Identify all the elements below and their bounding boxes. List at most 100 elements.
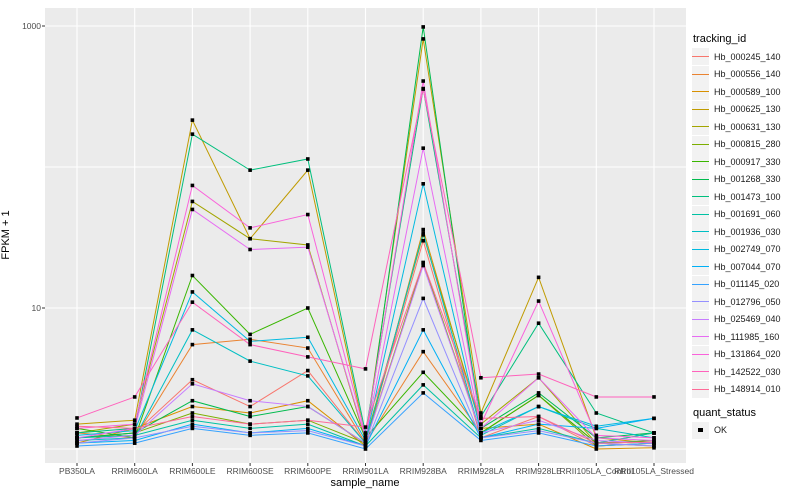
legend-key-box (692, 310, 709, 328)
data-point (421, 391, 425, 395)
data-point (132, 438, 137, 443)
data-point (421, 349, 425, 354)
legend-key-box (692, 258, 709, 275)
legend-item-Hb_001936_030: Hb_001936_030 (692, 223, 798, 240)
data-point (479, 433, 483, 438)
data-point (306, 398, 310, 403)
x-tick-label: RRIM600LE (169, 466, 216, 476)
data-point (190, 273, 195, 278)
legend-title-quant-status: quant_status (693, 406, 756, 419)
legend-item-label: Hb_111985_160 (714, 331, 780, 342)
legend-item-label: Hb_000245_140 (714, 51, 781, 62)
data-point (306, 426, 310, 431)
data-point (75, 436, 79, 440)
x-axis-title: sample_name (330, 477, 400, 489)
legend-section-quant-status: quant_status OK (692, 407, 798, 439)
legend-item-Hb_011145_020: Hb_011145_020 (692, 275, 798, 293)
legend-item-ok: OK (692, 421, 798, 439)
data-point (652, 416, 656, 421)
legend-line-icon (692, 248, 709, 250)
legend-key-box (692, 153, 709, 170)
legend-item-label: Hb_001691_060 (714, 209, 781, 219)
legend-item-Hb_001691_060: Hb_001691_060 (692, 205, 798, 223)
data-point (421, 37, 425, 41)
data-point (306, 157, 310, 161)
legend-key-box (692, 83, 709, 100)
data-point (248, 337, 252, 342)
legend-item-label: OK (714, 425, 728, 435)
data-point (479, 411, 483, 415)
data-point (363, 433, 368, 438)
data-point (248, 433, 252, 438)
data-point (132, 428, 137, 433)
legend-item-Hb_001268_330: Hb_001268_330 (692, 170, 798, 188)
data-point (536, 391, 541, 395)
data-point (306, 355, 310, 359)
data-point (248, 168, 252, 172)
data-point (190, 300, 195, 304)
data-point (536, 393, 541, 398)
data-point (306, 368, 310, 373)
data-point (190, 411, 195, 415)
data-point (594, 438, 599, 443)
legend-key-box (692, 363, 709, 380)
legend-item-label: Hb_148914_010 (714, 384, 781, 394)
data-point (421, 238, 425, 243)
legend: tracking_id Hb_000245_140 Hb_000556_140 Hb… (692, 33, 798, 439)
data-point (248, 398, 252, 403)
data-point (536, 431, 541, 435)
data-point (75, 444, 79, 448)
legend-key-box (692, 205, 709, 223)
legend-key-box (692, 421, 709, 439)
data-point (306, 422, 310, 426)
data-point (248, 359, 252, 363)
data-point (306, 245, 310, 249)
legend-line-icon (692, 231, 709, 233)
data-point (190, 118, 195, 122)
legend-item-Hb_002749_070: Hb_002749_070 (692, 240, 798, 258)
data-point (248, 414, 252, 419)
data-point (594, 441, 599, 445)
legend-key-box (692, 118, 709, 135)
data-point (594, 411, 599, 415)
legend-title-tracking-id: tracking_id (693, 33, 747, 45)
legend-item-label: Hb_011145_020 (714, 279, 780, 289)
legend-key-box (692, 188, 709, 205)
legend-item-label: Hb_000917_330 (714, 156, 781, 167)
x-tick-label: RRIM928BA (399, 466, 447, 476)
data-point (479, 431, 483, 435)
data-point (75, 426, 79, 431)
legend-line-icon (692, 336, 709, 338)
legend-item-Hb_000245_140: Hb_000245_140 (692, 48, 798, 65)
legend-item-Hb_000815_280: Hb_000815_280 (692, 135, 798, 153)
data-point (421, 25, 425, 29)
legend-item-label: Hb_002749_070 (714, 244, 781, 254)
legend-line-icon (692, 371, 709, 373)
data-point (190, 382, 195, 386)
data-point (75, 438, 79, 443)
data-point (421, 263, 425, 268)
data-point (132, 422, 137, 426)
x-tick-label: RRIM928LE (515, 466, 562, 476)
data-point (306, 212, 310, 217)
data-point (363, 436, 368, 440)
legend-key-box (692, 275, 709, 293)
data-point (248, 411, 252, 415)
data-point (190, 342, 195, 347)
legend-item-label: Hb_000631_130 (714, 121, 781, 132)
data-point (421, 370, 425, 375)
legend-item-label: Hb_000556_140 (714, 69, 781, 79)
data-point (652, 395, 656, 399)
data-point (306, 306, 310, 310)
data-point (190, 132, 195, 136)
legend-key-box (692, 65, 709, 83)
data-point (248, 247, 252, 252)
legend-line-icon (692, 213, 709, 215)
data-point (190, 424, 195, 429)
data-point (306, 168, 310, 172)
legend-item-label: Hb_131864_020 (714, 349, 781, 359)
legend-line-icon (692, 353, 709, 355)
data-point (363, 431, 368, 435)
y-axis-title: FPKM + 1 (0, 210, 12, 260)
